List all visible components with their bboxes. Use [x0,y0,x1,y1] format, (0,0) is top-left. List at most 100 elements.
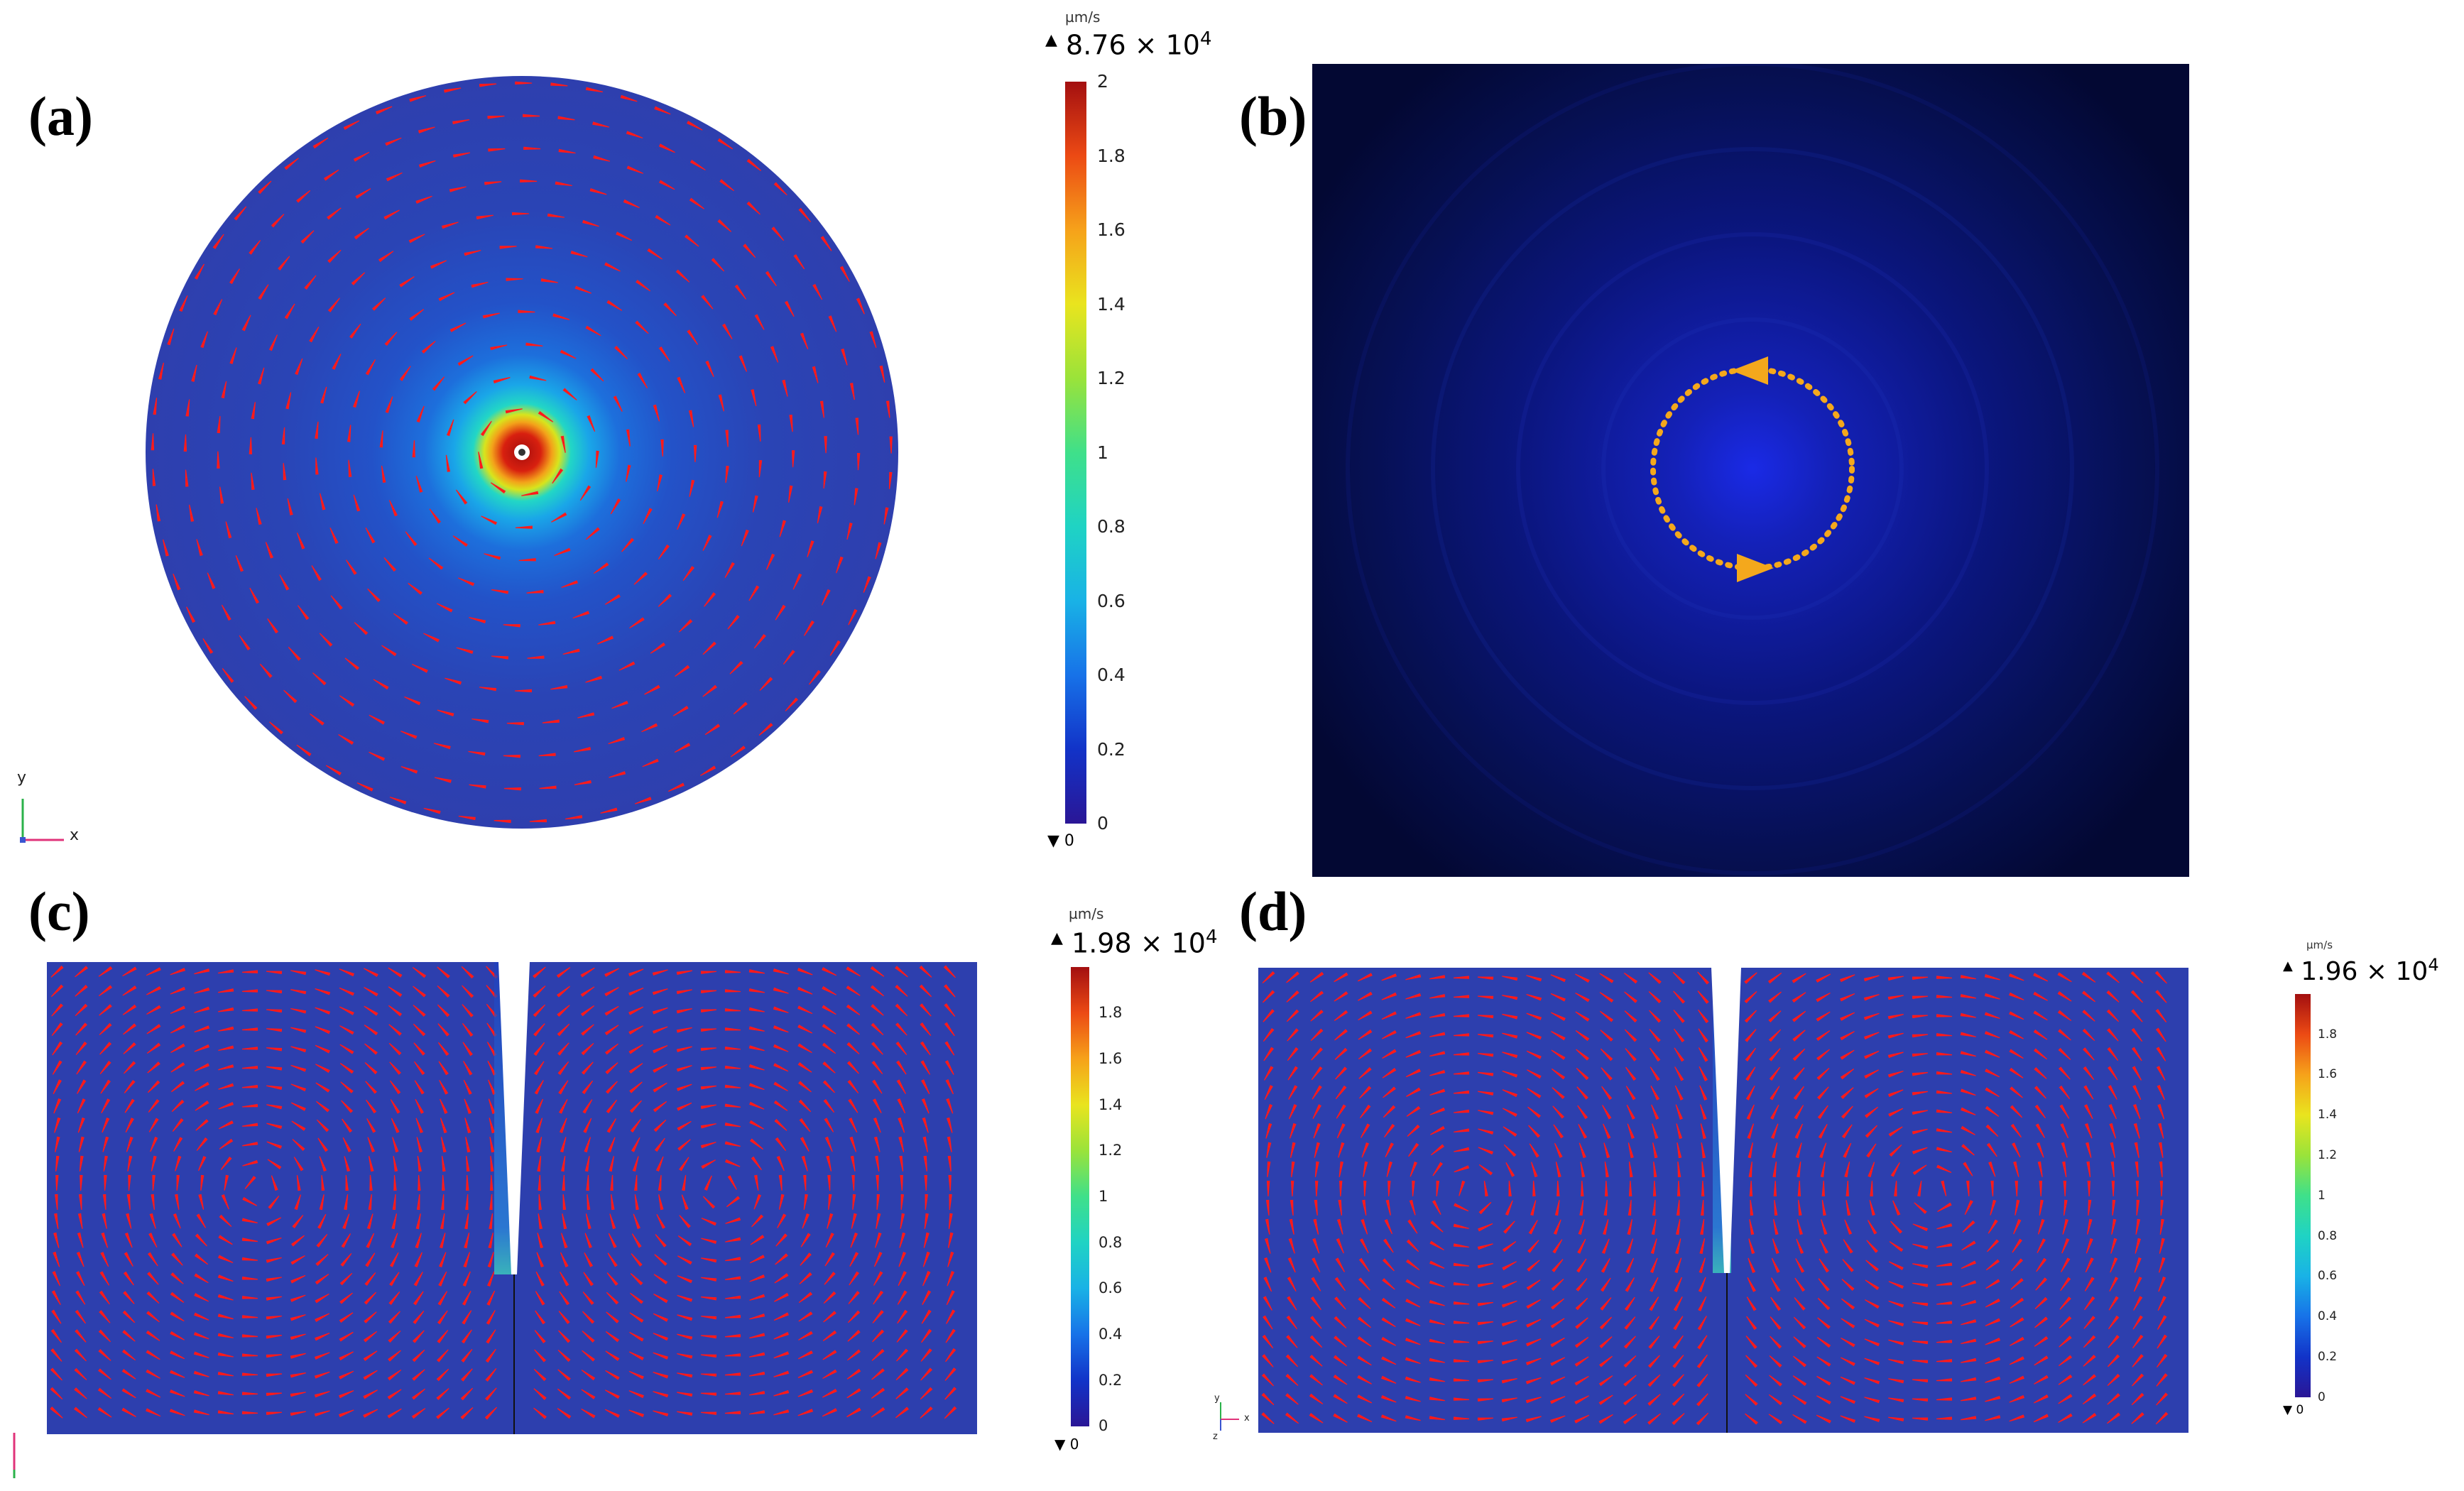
velocity-arrow [653,1082,667,1093]
velocity-arrow [693,444,697,462]
velocity-arrow [1912,1243,1929,1250]
velocity-arrow [1406,1105,1421,1117]
velocity-arrow [749,1138,764,1150]
velocity-arrow [1380,1394,1397,1403]
velocity-arrow [344,657,359,670]
velocity-arrow [2107,1373,2120,1386]
velocity-arrow [803,1194,808,1210]
velocity-arrow [677,513,686,530]
velocity-arrow [127,1155,133,1172]
velocity-arrow [633,572,648,585]
velocity-arrow [1887,1070,1904,1078]
velocity-arrow [1552,1239,1563,1254]
velocity-arrow [1625,1048,1637,1061]
colorbar-a-tick: 0.4 [1097,665,1125,685]
velocity-arrow [1650,1277,1659,1292]
velocity-arrow [2136,1199,2140,1216]
velocity-arrow [538,1194,542,1211]
velocity-arrow [583,1272,594,1287]
velocity-arrow [1840,993,1855,1002]
velocity-arrow [1912,1053,1929,1057]
velocity-arrow [244,696,258,710]
velocity-arrow [1600,1277,1611,1292]
velocity-arrow [1429,1338,1445,1344]
velocity-arrow [342,1137,351,1152]
velocity-arrow [381,465,386,484]
velocity-arrow [677,1333,693,1340]
velocity-arrow [412,1330,425,1343]
velocity-arrow [1405,1396,1421,1402]
velocity-arrow [432,376,445,391]
velocity-arrow [727,1175,737,1190]
velocity-arrow [1747,1123,1754,1140]
velocity-arrow [251,402,256,420]
velocity-arrow [437,1023,449,1037]
velocity-arrow [1412,1180,1415,1197]
velocity-arrow [604,1409,620,1418]
velocity-arrow [558,1330,571,1343]
velocity-arrow [1846,1180,1849,1197]
velocity-arrow [558,148,576,154]
velocity-arrow [1650,1238,1657,1255]
velocity-arrow [682,566,695,581]
velocity-arrow [1429,1088,1446,1096]
velocity-arrow [200,1174,205,1191]
velocity-arrow [170,1272,184,1284]
velocity-arrow [848,608,858,626]
velocity-arrow [488,148,506,152]
velocity-arrow [948,1213,953,1229]
colorbar-d-unit: µm/s [2306,939,2333,951]
velocity-arrow [1623,1355,1637,1368]
velocity-arrow [51,1022,63,1036]
velocity-arrow [2009,1049,2024,1059]
velocity-arrow [826,1155,832,1172]
velocity-arrow [241,315,251,332]
velocity-arrow [1821,1219,1828,1235]
velocity-arrow [1358,1048,1373,1060]
velocity-arrow [647,248,663,260]
velocity-arrow [610,498,621,515]
velocity-arrow [895,1367,909,1381]
velocity-arrow [1912,1034,1929,1038]
velocity-arrow [1701,1180,1705,1197]
velocity-arrow [789,415,793,432]
velocity-arrow [356,782,374,792]
velocity-arrow [1405,1012,1422,1019]
velocity-arrow [631,1253,643,1267]
velocity-arrow [1453,1378,1470,1382]
velocity-arrow [700,1411,717,1415]
velocity-arrow [658,1194,664,1211]
velocity-arrow [871,1407,885,1418]
velocity-arrow [824,1252,835,1267]
velocity-arrow [300,230,315,244]
colorbar-c-tick: 1.8 [1099,1004,1123,1022]
velocity-arrow [195,1233,207,1247]
velocity-arrow [506,278,523,281]
velocity-arrow [754,314,765,330]
velocity-arrow [393,1156,398,1172]
velocity-arrow [440,1118,447,1134]
velocity-arrow [924,1213,929,1229]
velocity-arrow [1647,1374,1661,1387]
velocity-arrow [393,613,408,626]
velocity-arrow [101,1098,111,1113]
velocity-arrow [750,1235,765,1245]
velocity-arrow [1599,973,1614,983]
velocity-arrow [1358,1030,1373,1040]
velocity-arrow [413,1042,425,1056]
colorbar-c-tick: 0.8 [1099,1233,1123,1251]
velocity-arrow [2133,1123,2140,1139]
velocity-arrow [585,325,601,337]
velocity-arrow [809,670,821,685]
velocity-arrow [1576,1049,1589,1061]
velocity-arrow [724,1065,741,1069]
velocity-arrow [2086,1161,2091,1177]
velocity-arrow [1647,1394,1661,1406]
velocity-arrow [434,777,452,783]
velocity-arrow [314,1391,330,1398]
velocity-arrow [533,1368,547,1382]
velocity-arrow [1381,1011,1397,1020]
velocity-arrow [381,645,397,657]
velocity-arrow [2081,971,2096,983]
colorbar-d-tick: 0.2 [2318,1350,2338,1364]
